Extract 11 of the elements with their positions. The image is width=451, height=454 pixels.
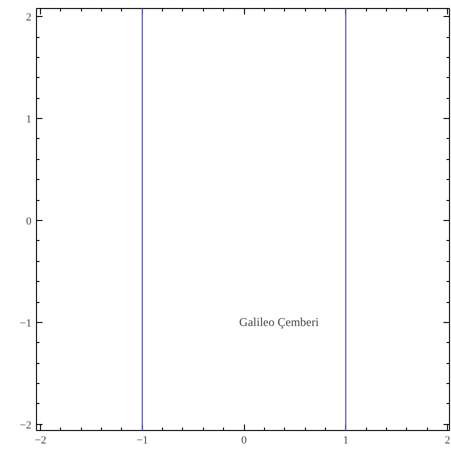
y-tick-label: −2 [20, 419, 32, 432]
y-tick-label: −1 [20, 317, 32, 330]
y-tick-label: 1 [26, 114, 32, 126]
x-tick-label: −2 [34, 434, 46, 446]
x-tick-label: 2 [444, 434, 450, 446]
y-tick-label: 0 [26, 216, 32, 228]
x-tick-label: 1 [342, 434, 348, 446]
annotation: Galileo Çemberi [239, 315, 320, 330]
x-tick-label: −1 [136, 434, 148, 446]
y-tick-label: 2 [26, 12, 32, 24]
x-tick-label: 0 [241, 434, 248, 446]
